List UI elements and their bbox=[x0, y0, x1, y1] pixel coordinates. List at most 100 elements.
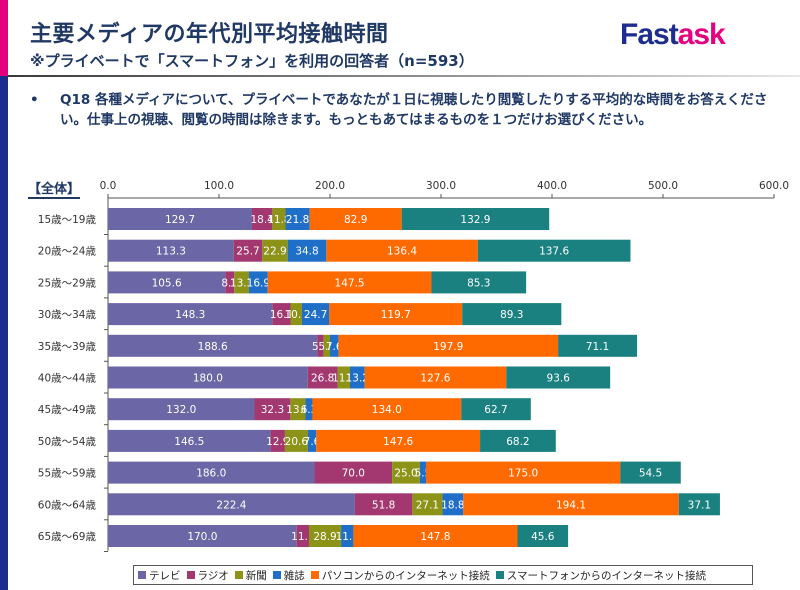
data-label: 26.8 bbox=[311, 373, 334, 385]
data-label: 134.0 bbox=[372, 404, 402, 416]
bar-segment bbox=[462, 303, 562, 326]
bar-segment bbox=[364, 366, 507, 389]
data-label: 85.3 bbox=[467, 277, 490, 289]
bar-segment bbox=[314, 461, 393, 484]
bar-segment bbox=[309, 525, 342, 547]
data-label: 71.1 bbox=[586, 341, 609, 353]
accent-bar-magenta bbox=[0, 0, 8, 76]
data-label: 89.3 bbox=[500, 309, 523, 321]
bullet: • bbox=[30, 92, 39, 108]
bar-segment bbox=[349, 366, 365, 389]
bar-segment bbox=[225, 271, 235, 294]
data-label: 222.4 bbox=[216, 499, 246, 511]
logo-part-ask: ask bbox=[677, 18, 726, 51]
data-label: 147.6 bbox=[383, 436, 413, 448]
bar-segment bbox=[262, 239, 288, 262]
data-label: 194.1 bbox=[556, 499, 586, 511]
data-label: 34.8 bbox=[295, 246, 318, 258]
legend-item: ラジオ bbox=[186, 568, 229, 583]
category-label: 35歳～39歳 bbox=[38, 341, 97, 353]
legend-item: 雑誌 bbox=[272, 568, 305, 583]
data-label: 20.6 bbox=[285, 436, 309, 448]
x-tick-label: 200.0 bbox=[314, 180, 346, 192]
bar-segment bbox=[323, 334, 330, 357]
bar-segment bbox=[341, 525, 354, 547]
category-label: 65歳～69歳 bbox=[38, 531, 97, 543]
bar-segment bbox=[337, 366, 350, 389]
bar-segment bbox=[312, 398, 462, 421]
bar-segment bbox=[287, 239, 327, 262]
bar-segment bbox=[620, 461, 681, 484]
data-label: 51.8 bbox=[372, 499, 395, 511]
data-label: 25.0 bbox=[394, 468, 417, 480]
bar-segment bbox=[251, 208, 273, 230]
category-label: 30歳～34歳 bbox=[38, 309, 97, 321]
data-label: 11.1 bbox=[336, 531, 359, 543]
legend-swatch bbox=[234, 571, 243, 579]
fastask-logo: Fastask bbox=[620, 18, 726, 52]
legend-item: スマートフォンからのインターネット接続 bbox=[495, 568, 706, 583]
bar-segment bbox=[309, 208, 402, 230]
bar-segment bbox=[296, 525, 310, 547]
data-label: 68.2 bbox=[506, 436, 529, 448]
data-label: 37.1 bbox=[688, 499, 711, 511]
bar-segment bbox=[284, 429, 308, 452]
data-label: 70.0 bbox=[342, 468, 365, 480]
data-label: 13.2 bbox=[346, 373, 369, 385]
bar-segment bbox=[329, 303, 463, 326]
data-label: 119.7 bbox=[381, 309, 411, 321]
legend-swatch bbox=[138, 571, 146, 579]
bar-segment bbox=[233, 239, 263, 262]
category-label: 60歳～64歳 bbox=[38, 499, 97, 511]
x-tick-label: 300.0 bbox=[425, 180, 457, 192]
legend-label: 雑誌 bbox=[283, 569, 305, 582]
bar-segment bbox=[285, 208, 310, 230]
x-tick-label: 100.0 bbox=[203, 180, 235, 192]
bar-segment bbox=[392, 461, 420, 484]
bar-segment bbox=[108, 429, 271, 452]
bar-segment bbox=[272, 303, 291, 326]
bar-segment bbox=[326, 239, 478, 262]
data-label: 127.6 bbox=[420, 373, 450, 385]
bar-segment bbox=[330, 334, 339, 357]
question-text: Q18 各種メディアについて、プライベートであなたが１日に視聴したり閲覧したりす… bbox=[60, 92, 768, 128]
bar-segment bbox=[108, 208, 252, 230]
legend-label: 新聞 bbox=[245, 569, 267, 582]
data-label: 45.6 bbox=[531, 531, 555, 543]
data-label: 27.1 bbox=[416, 499, 439, 511]
bar-segment bbox=[412, 493, 443, 516]
data-label: 132.0 bbox=[166, 404, 196, 416]
bar-segment bbox=[108, 271, 226, 294]
data-label: 11.2 bbox=[332, 373, 355, 385]
data-label: 188.6 bbox=[198, 341, 228, 353]
bar-segment bbox=[108, 239, 234, 262]
bar-segment bbox=[301, 303, 330, 326]
data-label: 62.7 bbox=[484, 404, 507, 416]
legend-label: スマートフォンからのインターネット接続 bbox=[506, 569, 706, 582]
bar-segment bbox=[426, 461, 621, 484]
data-label: 129.7 bbox=[165, 214, 195, 226]
data-label: 197.9 bbox=[433, 341, 463, 353]
data-label: 136.4 bbox=[387, 246, 417, 258]
bar-segment bbox=[461, 398, 531, 421]
data-label: 147.5 bbox=[335, 277, 365, 289]
data-label: 146.5 bbox=[174, 436, 204, 448]
bar-segment bbox=[267, 271, 432, 294]
data-label: 148.3 bbox=[175, 309, 205, 321]
bar-segment bbox=[316, 429, 481, 452]
data-label: 132.9 bbox=[460, 214, 490, 226]
data-label: 25.7 bbox=[236, 246, 259, 258]
category-label: 20歳～24歳 bbox=[38, 246, 97, 258]
data-label: 147.8 bbox=[420, 531, 450, 543]
bar-segment bbox=[517, 525, 569, 547]
bar-segment bbox=[307, 429, 317, 452]
bar-segment bbox=[290, 398, 306, 421]
bar-segment bbox=[254, 398, 291, 421]
bar-segment bbox=[108, 461, 315, 484]
bar-segment bbox=[401, 208, 550, 230]
data-label: 11.1 bbox=[291, 531, 314, 543]
data-label: 93.6 bbox=[547, 373, 571, 385]
data-label: 170.0 bbox=[187, 531, 217, 543]
legend-item: 新聞 bbox=[234, 568, 267, 583]
data-label: 186.0 bbox=[196, 468, 226, 480]
